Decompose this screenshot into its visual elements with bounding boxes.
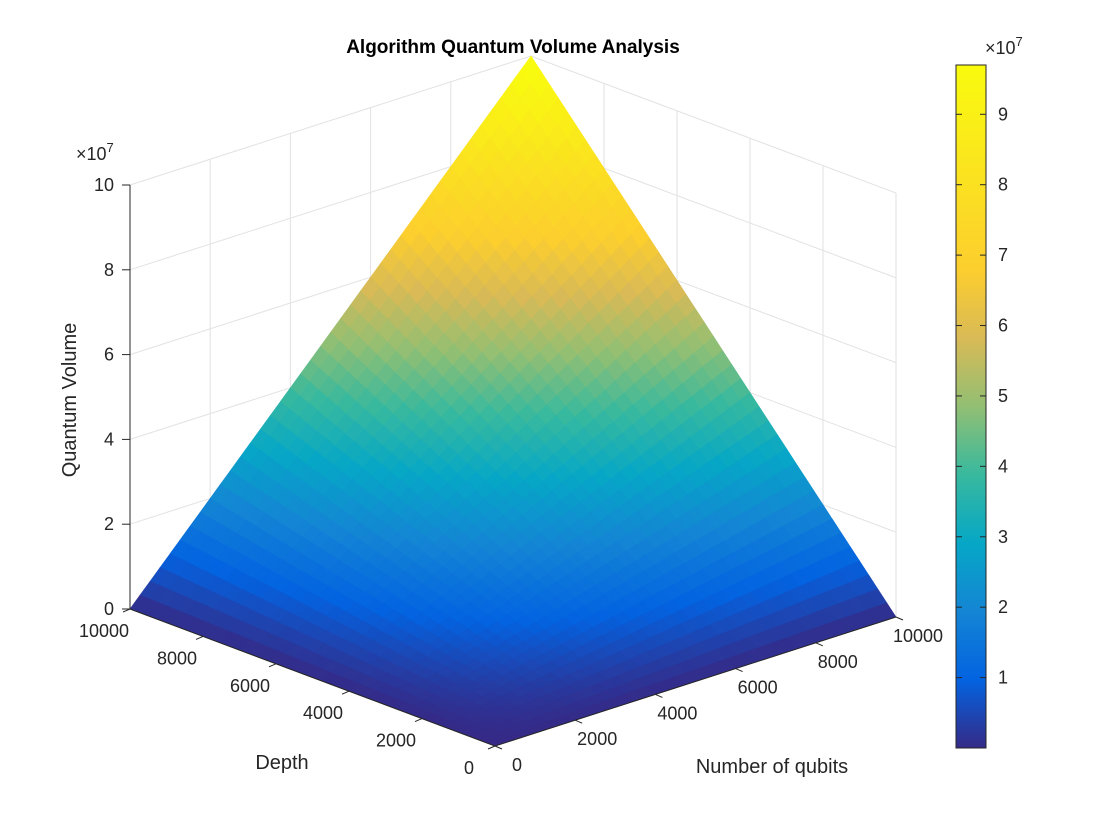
chart-title: Algorithm Quantum Volume Analysis	[346, 37, 680, 58]
x-tick	[735, 668, 743, 673]
tick-labels: 0200040006000800010000020004000600080001…	[79, 175, 943, 778]
y-axis-line	[129, 608, 496, 747]
colorbar-exponent: ×107	[985, 34, 1023, 58]
colorbar-tick-label: 9	[998, 104, 1008, 124]
y-tick-label: 4000	[303, 703, 343, 723]
z-tick-label: 6	[104, 345, 114, 365]
x-tick	[815, 642, 823, 647]
z-tick-label: 0	[104, 599, 114, 619]
y-tick	[414, 718, 423, 723]
x-tick-label: 4000	[657, 703, 697, 723]
colorbar-tick-label: 5	[998, 386, 1008, 406]
y-tick	[195, 635, 204, 640]
colorbar-gradient	[955, 64, 987, 749]
x-tick-label: 8000	[818, 652, 858, 672]
x-tick	[494, 745, 503, 750]
x-axis-label: Number of qubits	[696, 756, 848, 778]
colorbar-ticks: 1 2 3 4 5 6 7 8 9	[956, 104, 1008, 688]
z-axis-label: Quantum Volume	[59, 323, 81, 478]
x-tick-label: 6000	[738, 678, 778, 698]
x-tick-label: 10000	[893, 626, 943, 646]
z-tick-label: 4	[104, 429, 114, 449]
colorbar-tick-label: 1	[998, 668, 1008, 688]
x-axis-line	[494, 616, 897, 747]
colorbar-tick-label: 7	[998, 245, 1008, 265]
y-tick	[341, 690, 350, 695]
z-tick-label: 2	[104, 514, 114, 534]
y-tick-label: 2000	[376, 731, 416, 751]
z-tick-label: 10	[94, 175, 114, 195]
y-tick-label: 8000	[157, 648, 197, 668]
surface-plot	[129, 55, 897, 747]
colorbar-tick-label: 2	[998, 597, 1008, 617]
y-tick	[487, 745, 496, 750]
colorbar-tick-label: 8	[998, 175, 1008, 195]
y-tick-label: 10000	[79, 621, 129, 641]
colorbar-tick-label: 6	[998, 316, 1008, 336]
x-tick-label: 2000	[577, 729, 617, 749]
x-tick	[895, 616, 904, 621]
colorbar: 1 2 3 4 5 6 7 8 9 ×107	[955, 34, 1023, 749]
y-axis-label: Depth	[255, 752, 308, 774]
z-axis-exponent: ×107	[76, 140, 114, 164]
y-tick	[268, 663, 277, 668]
colorbar-tick-label: 4	[998, 456, 1008, 476]
axis-lines	[129, 185, 897, 747]
x-tick	[575, 719, 583, 724]
svg-text:×107: ×107	[76, 140, 114, 164]
y-tick-label: 6000	[230, 676, 270, 696]
colorbar-tick-label: 3	[998, 527, 1008, 547]
x-tick-label: 0	[512, 755, 522, 775]
y-tick-label: 0	[464, 758, 474, 778]
z-tick-label: 8	[104, 260, 114, 280]
x-tick	[655, 693, 663, 698]
